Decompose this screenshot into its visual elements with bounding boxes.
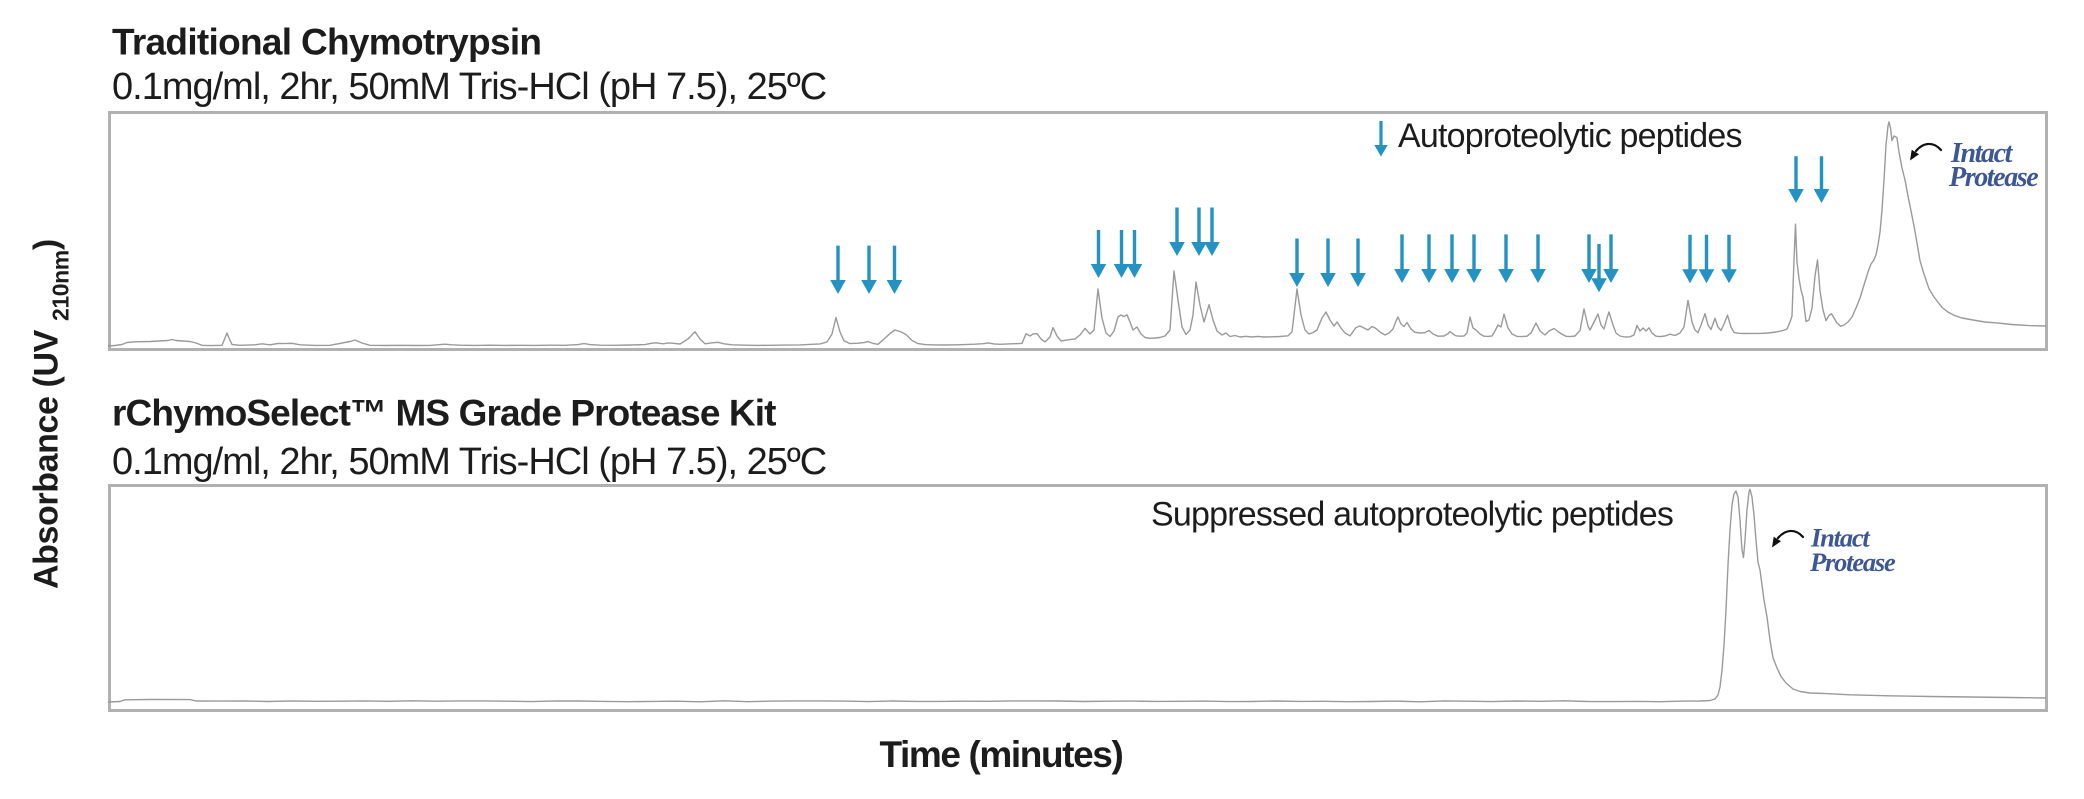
svg-text:Suppressed autoproteolytic pep: Suppressed autoproteolytic peptides [1151,496,1673,534]
svg-text:0.1mg/ml, 2hr, 50mM Tris-HCl (: 0.1mg/ml, 2hr, 50mM Tris-HCl (pH 7.5), 2… [112,441,826,483]
svg-text:Absorbance (UV 210nm): Absorbance (UV 210nm) [28,239,74,589]
svg-text:Intact: Intact [1950,138,2014,169]
svg-text:rChymoSelect™ MS Grade Proteas: rChymoSelect™ MS Grade Protease Kit [112,393,776,434]
svg-text:Protease: Protease [1948,162,2038,193]
svg-text:Time (minutes): Time (minutes) [880,734,1123,775]
svg-text:Traditional Chymotrypsin: Traditional Chymotrypsin [112,22,541,63]
svg-text:0.1mg/ml, 2hr, 50mM Tris-HCl (: 0.1mg/ml, 2hr, 50mM Tris-HCl (pH 7.5), 2… [112,66,826,108]
svg-text:Intact: Intact [1810,523,1871,553]
svg-text:Autoproteolytic peptides: Autoproteolytic peptides [1398,117,1742,155]
svg-text:Protease: Protease [1809,547,1896,577]
